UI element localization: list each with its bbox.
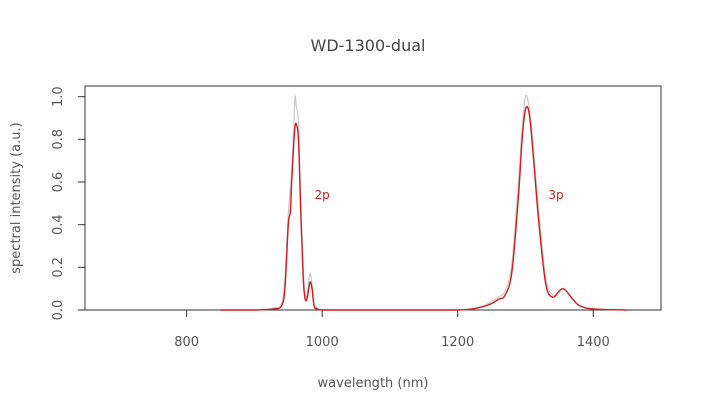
peak-label: 3p — [548, 188, 563, 202]
y-tick-label: 0.8 — [51, 129, 66, 150]
y-tick-label: 0.0 — [51, 300, 66, 321]
x-axis: 800 1000 1200 1400 — [174, 310, 610, 350]
y-tick-label: 0.6 — [51, 172, 66, 193]
plot-frame — [84, 85, 662, 311]
series-envelope-line — [220, 94, 628, 311]
x-tick-label: 1400 — [577, 335, 610, 350]
y-tick-label: 0.4 — [51, 214, 66, 235]
x-axis-label: wavelength (nm) — [318, 376, 429, 391]
series-measured-line — [220, 105, 628, 311]
x-tick-label: 800 — [174, 335, 199, 350]
x-tick-label: 1000 — [306, 335, 339, 350]
y-axis: 0.0 0.2 0.4 0.6 0.8 1.0 — [51, 86, 85, 320]
peak-annotations: 2p 3p — [315, 188, 564, 202]
y-tick-label: 0.2 — [51, 257, 66, 278]
x-tick-label: 1200 — [441, 335, 474, 350]
y-tick-label: 1.0 — [51, 86, 66, 107]
chart-title: WD-1300-dual — [311, 36, 426, 55]
peak-label: 2p — [315, 188, 330, 202]
y-axis-label: spectral intensity (a.u.) — [9, 122, 24, 273]
